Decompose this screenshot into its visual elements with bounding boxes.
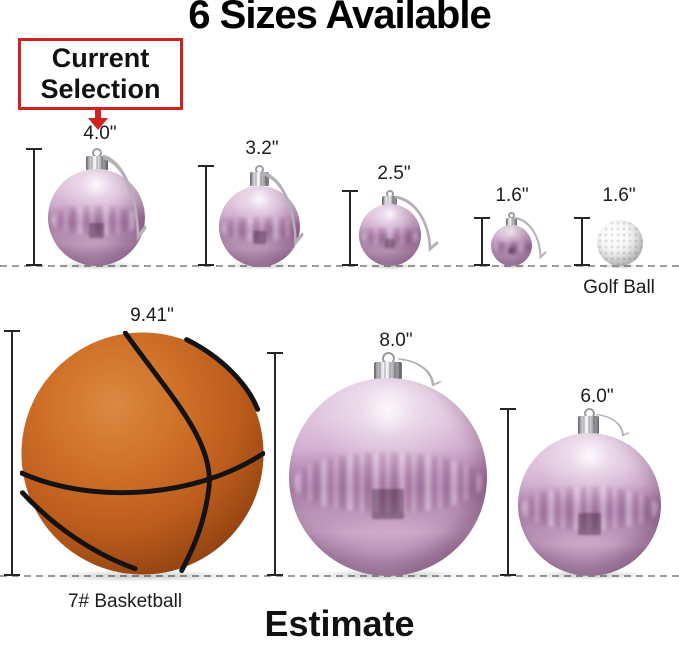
ornament-cap-icon <box>86 156 108 170</box>
golf-ball-graphic <box>597 220 643 266</box>
ground-line-bottom <box>0 575 679 577</box>
ornament-cap-icon <box>506 218 517 226</box>
measure-line-2-5in <box>342 190 358 266</box>
ornament-ball-1-6in <box>491 225 532 266</box>
current-selection-line1: Current <box>51 43 150 73</box>
hanging-string-icon <box>514 216 547 260</box>
ornament-cap-icon <box>374 362 402 379</box>
golf-ball-caption: Golf Ball <box>583 277 655 298</box>
hanging-string-icon <box>261 171 304 247</box>
measure-line-1-6in <box>474 217 490 266</box>
hanging-string-icon <box>397 358 442 387</box>
down-arrow-icon <box>88 109 108 130</box>
size-label-3-2in: 3.2" <box>245 138 279 159</box>
ground-shadow <box>363 262 418 270</box>
size-label-6in: 6.0" <box>580 386 614 407</box>
ornament-cap-icon <box>578 416 599 434</box>
size-label-1-6in: 1.6" <box>495 185 529 206</box>
size-label-2-5in: 2.5" <box>377 163 411 184</box>
page-title: 6 Sizes Available <box>188 0 491 37</box>
estimate-note: Estimate <box>264 603 415 644</box>
current-selection-badge: Current Selection <box>18 38 183 110</box>
size-label-golf: 1.6" <box>602 185 636 206</box>
hanging-string-icon <box>102 154 147 242</box>
measure-line-golf <box>574 217 590 266</box>
measure-line-6in <box>500 408 516 576</box>
ground-line-top <box>0 265 679 267</box>
basketball-graphic <box>20 331 265 575</box>
arrow-stem <box>95 109 101 119</box>
ground-shadow <box>35 570 250 582</box>
ornament-ball-8in <box>289 378 487 576</box>
ground-shadow <box>494 263 530 269</box>
ornament-ball-6in <box>518 433 661 576</box>
ground-shadow <box>599 263 641 269</box>
current-selection-line2: Selection <box>40 74 161 104</box>
ornament-ball-2-5in <box>359 204 421 266</box>
measure-line-4in <box>26 148 42 266</box>
measure-line-basketball <box>4 330 20 576</box>
ornament-cap-icon <box>382 196 397 206</box>
basketball-caption: 7# Basketball <box>67 591 183 612</box>
hanging-string-icon <box>596 414 630 437</box>
size-label-basketball: 9.41" <box>130 305 174 326</box>
measure-line-3-2in <box>198 165 214 266</box>
hanging-string-icon <box>394 195 439 252</box>
measure-line-8in <box>267 352 283 576</box>
arrow-head <box>88 118 108 130</box>
size-label-8in: 8.0" <box>379 330 413 351</box>
